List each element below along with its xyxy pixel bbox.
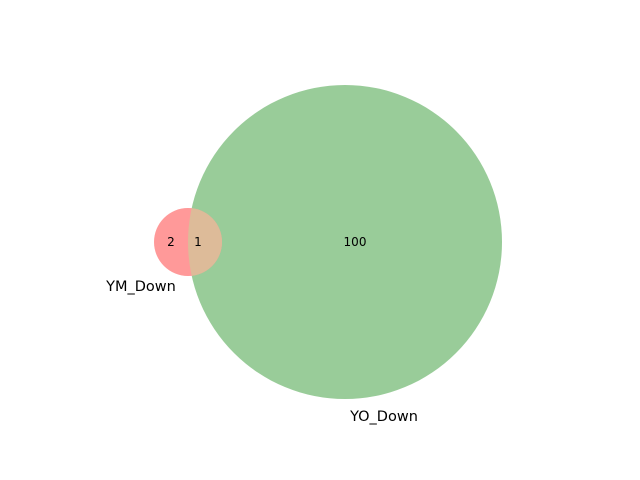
yo-down-label: YO_Down	[349, 409, 418, 425]
ym-only-count: 2	[167, 235, 175, 249]
yo-down-circle	[188, 85, 502, 399]
ym-down-label: YM_Down	[105, 279, 176, 295]
overlap-count: 1	[194, 235, 202, 249]
yo-only-count: 100	[344, 235, 367, 249]
